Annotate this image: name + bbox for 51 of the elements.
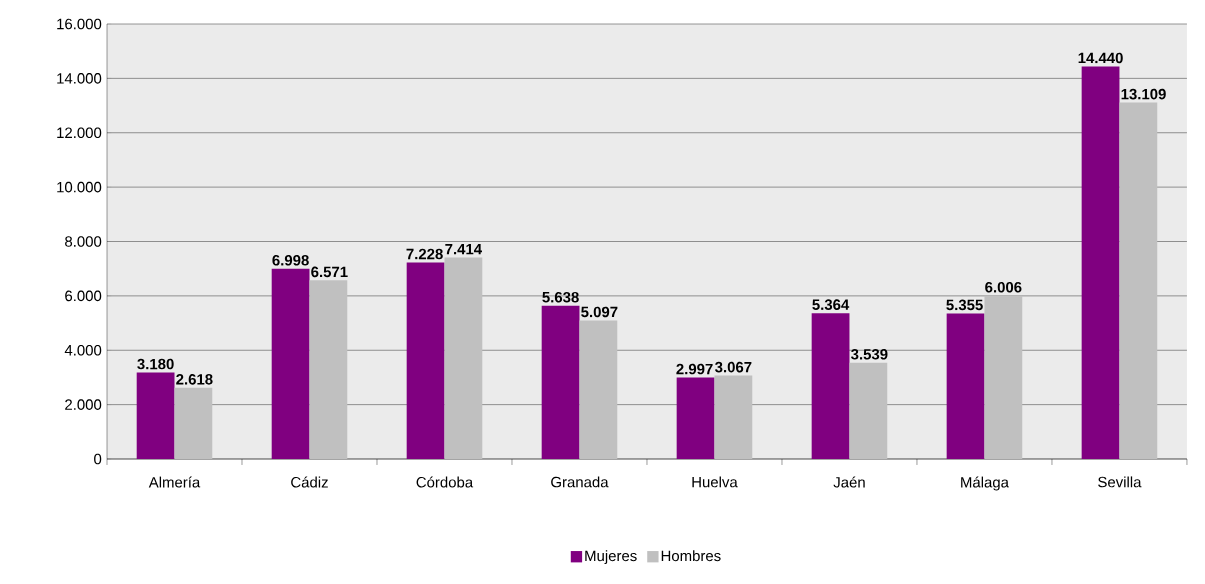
bar — [676, 377, 715, 459]
x-tick-label: Granada — [551, 476, 609, 488]
bar — [271, 268, 310, 459]
data-label: 13.109 — [1121, 88, 1166, 100]
data-label: 14.440 — [1078, 52, 1123, 64]
legend-label: Hombres — [661, 550, 721, 562]
data-label: 5.097 — [581, 306, 618, 318]
bar — [714, 375, 753, 459]
x-tick-label: Córdoba — [416, 476, 474, 488]
x-tick-label: Almería — [148, 476, 201, 488]
data-label: 3.067 — [715, 361, 752, 373]
x-tick-label: Sevilla — [1098, 476, 1142, 488]
bar — [579, 320, 618, 459]
data-label: 3.180 — [137, 358, 174, 370]
data-label: 7.228 — [406, 248, 443, 260]
data-label: 6.998 — [272, 254, 309, 266]
bar — [174, 387, 213, 459]
y-tick-label: 8.000 — [65, 236, 102, 247]
y-tick-label: 14.000 — [57, 73, 102, 84]
data-label: 5.638 — [542, 291, 579, 303]
y-tick-label: 16.000 — [57, 18, 102, 30]
x-tick-label: Huelva — [692, 476, 738, 488]
data-label: 2.618 — [176, 374, 213, 385]
y-tick-label: 12.000 — [57, 127, 102, 139]
bar — [541, 305, 580, 459]
bar — [984, 295, 1023, 459]
bar — [811, 313, 850, 459]
y-tick-label: 2.000 — [65, 399, 102, 410]
bar — [1119, 102, 1158, 459]
bar — [849, 362, 888, 459]
data-label: 3.539 — [851, 348, 888, 360]
data-label: 6.571 — [311, 266, 348, 278]
bar — [946, 313, 985, 459]
data-label: 2.997 — [676, 363, 713, 375]
bar — [406, 262, 445, 459]
y-tick-label: 10.000 — [57, 181, 102, 193]
bar — [309, 280, 348, 459]
bar — [444, 257, 483, 459]
y-tick-label: 0 — [94, 453, 102, 465]
bar — [1081, 66, 1120, 459]
y-tick-label: 6.000 — [65, 290, 102, 302]
data-label: 5.364 — [812, 299, 850, 310]
data-label: 5.355 — [946, 299, 983, 311]
x-tick-label: Málaga — [961, 476, 1009, 491]
legend-label: Mujeres — [585, 550, 637, 565]
data-label: 7.414 — [445, 243, 482, 255]
x-tick-label: Cádiz — [291, 476, 328, 488]
data-label: 6.006 — [985, 281, 1022, 293]
y-tick-label: 4.000 — [64, 344, 102, 356]
x-tick-label: Jaén — [833, 476, 865, 488]
bar — [136, 372, 175, 459]
